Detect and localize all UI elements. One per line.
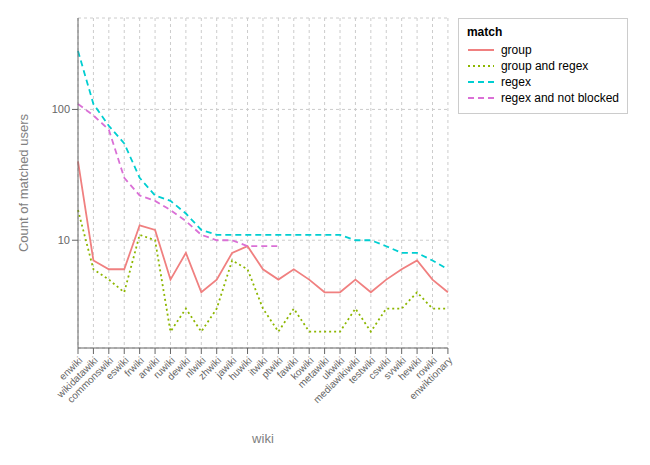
- html-text:regex: regex: [500, 75, 531, 89]
- html-text:group: group: [500, 43, 532, 57]
- html-text:regex and not blocked: regex and not blocked: [500, 91, 619, 105]
- svg-text:10: 10: [58, 234, 70, 246]
- svg-text:mediawikiwiki: mediawikiwiki: [311, 354, 362, 406]
- svg-text:enwiki: enwiki: [57, 354, 85, 383]
- svg-text:metawiki: metawiki: [295, 354, 331, 390]
- svg-text:nlwiki: nlwiki: [182, 354, 208, 380]
- svg-text:hewiki: hewiki: [396, 354, 424, 383]
- svg-text:zhwiki: zhwiki: [196, 354, 224, 382]
- svg-text:kowiki: kowiki: [288, 354, 316, 382]
- html-text:group and regex: group and regex: [500, 59, 589, 73]
- svg-text:arwiki: arwiki: [135, 354, 162, 381]
- svg-text:enwiktionary: enwiktionary: [407, 355, 454, 402]
- html-text:match: match: [466, 25, 503, 39]
- svg-text:cswiki: cswiki: [366, 354, 393, 382]
- svg-text:commonswiki: commonswiki: [65, 355, 115, 405]
- svg-text:100: 100: [52, 103, 70, 115]
- svg-text:frwiki: frwiki: [122, 354, 147, 379]
- svg-text:ptwiki: ptwiki: [259, 354, 285, 381]
- svg-text:fawiki: fawiki: [274, 354, 301, 381]
- svg-text:wiki: wiki: [251, 431, 274, 446]
- svg-text:svwiki: svwiki: [381, 354, 409, 382]
- svg-text:itwiki: itwiki: [246, 354, 270, 378]
- svg-text:ruwiki: ruwiki: [151, 354, 177, 381]
- svg-text:wikidatawiki: wikidatawiki: [54, 354, 100, 400]
- svg-text:Count of matched users: Count of matched users: [16, 113, 31, 252]
- svg-text:ukwiki: ukwiki: [319, 354, 347, 382]
- svg-text:eswiki: eswiki: [103, 354, 131, 382]
- svg-text:testwiki: testwiki: [346, 354, 378, 386]
- svg-text:jawiki: jawiki: [213, 354, 239, 380]
- svg-text:dewiki: dewiki: [164, 354, 193, 383]
- svg-text:rowiki: rowiki: [413, 354, 439, 381]
- svg-text:huwiki: huwiki: [226, 354, 254, 383]
